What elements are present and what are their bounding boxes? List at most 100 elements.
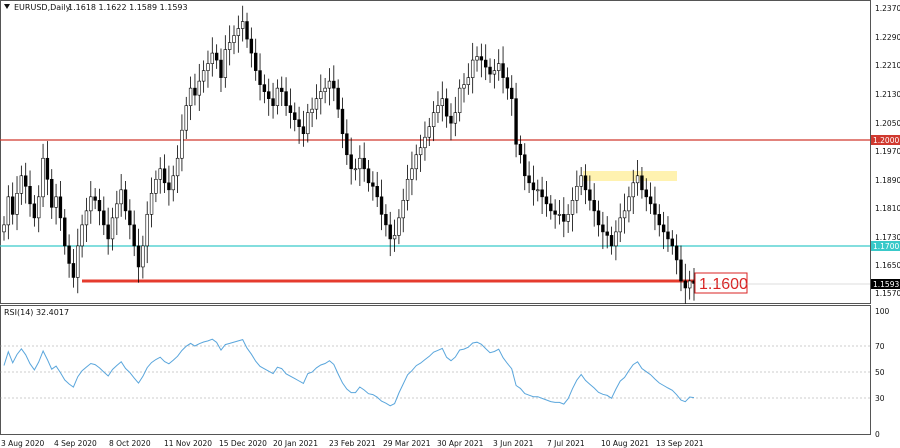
candle-body [648, 196, 653, 205]
candle-body [97, 200, 102, 212]
candle-body [175, 157, 180, 177]
candle-body [510, 87, 514, 99]
candle-body [483, 59, 488, 68]
candle-body [358, 157, 362, 170]
price-tick: 1.1730 [875, 233, 900, 242]
candle-body [245, 21, 249, 40]
candle-body [319, 91, 323, 99]
date-tick: 10 Aug 2021 [601, 439, 649, 448]
price-tick: 1.1810 [875, 204, 900, 213]
candle-body [84, 210, 89, 226]
candle-body [332, 80, 336, 89]
candle-body [609, 235, 614, 247]
candle-body [37, 196, 41, 219]
candle-body [188, 87, 193, 106]
candle-body [592, 200, 596, 212]
date-tick: 29 Mar 2021 [383, 439, 431, 448]
candle-body [627, 196, 631, 212]
date-tick: 23 Feb 2021 [329, 439, 376, 448]
candle-body [154, 178, 158, 194]
rsi-line [3, 338, 695, 407]
level-badge-1-2000 [871, 135, 900, 145]
candle-body [267, 91, 271, 99]
candle-body [353, 168, 358, 171]
candle-body [622, 210, 627, 219]
candle-body [102, 210, 106, 226]
support-label-box [694, 272, 748, 294]
candle-body [401, 200, 405, 219]
candle-body [605, 231, 609, 236]
candle-body [50, 178, 54, 208]
price-tick: 1.1570 [875, 289, 900, 298]
candle-body [466, 77, 471, 85]
candle-body [280, 87, 284, 92]
candle-body [683, 280, 688, 289]
candle-body [262, 84, 267, 92]
candle-body [575, 186, 579, 201]
date-tick: 15 Dec 2020 [219, 439, 267, 448]
date-tick: 11 Nov 2020 [164, 439, 212, 448]
candle-body [635, 175, 640, 184]
price-axis: 1.2370 1.2290 1.2210 1.2130 1.2050 1.197… [875, 4, 900, 298]
candle-body [631, 182, 635, 198]
candle-body [410, 168, 414, 180]
candle-body [653, 203, 657, 215]
candle-body [119, 189, 123, 205]
candle-body [201, 70, 206, 82]
candle-body [210, 52, 215, 64]
candle-body [431, 112, 436, 128]
rsi-tick: 50 [875, 368, 885, 377]
price-tick: 1.1650 [875, 261, 900, 270]
candle-body [249, 38, 254, 54]
candle-body [197, 80, 201, 96]
level-badge-1-1700 [871, 241, 900, 251]
candle-body [366, 168, 371, 184]
candle-body [149, 193, 154, 215]
candle-body [275, 87, 280, 106]
candle-body [644, 189, 648, 198]
candle-body [531, 182, 536, 191]
candle-body [596, 210, 601, 226]
candle-body [240, 21, 245, 29]
candle-body [71, 263, 76, 278]
candle-body [505, 77, 510, 89]
candle-body [674, 245, 679, 261]
candle-body [93, 196, 97, 201]
date-tick: 7 Jul 2021 [547, 439, 585, 448]
rsi-tick: 70 [875, 342, 885, 351]
candle-body [180, 129, 184, 159]
price-tick: 1.2210 [875, 61, 900, 70]
candle-body [288, 105, 293, 113]
date-tick: 30 Apr 2021 [437, 439, 484, 448]
candle-body [514, 98, 518, 145]
candle-body [666, 231, 670, 240]
candle-body [427, 126, 431, 138]
candle-body [167, 182, 171, 191]
candle-body [297, 119, 301, 128]
price-tick: 1.1890 [875, 176, 900, 185]
main-plot-frame [0, 0, 871, 304]
candle-body [562, 214, 566, 222]
candle-body [271, 98, 275, 106]
candle-body [19, 175, 24, 194]
candle-body [657, 214, 661, 226]
candle-body [306, 112, 310, 135]
date-axis: 3 Aug 2020 4 Sep 2020 8 Oct 2020 11 Nov … [1, 439, 704, 448]
candle-body [232, 35, 236, 43]
candle-body [440, 98, 445, 106]
candle-body [392, 235, 397, 240]
candle-body [557, 214, 562, 216]
candle-body [106, 224, 110, 240]
candle-body [115, 203, 119, 219]
candle-body [41, 157, 45, 198]
candle-body [223, 49, 228, 78]
candle-body [449, 115, 453, 124]
candle-body [566, 214, 570, 222]
price-tick: 1.2130 [875, 90, 900, 99]
candle-body [405, 178, 410, 201]
candle-body [488, 66, 492, 75]
candle-body [54, 196, 58, 208]
candle-body [540, 189, 544, 198]
candle-body [423, 136, 427, 149]
